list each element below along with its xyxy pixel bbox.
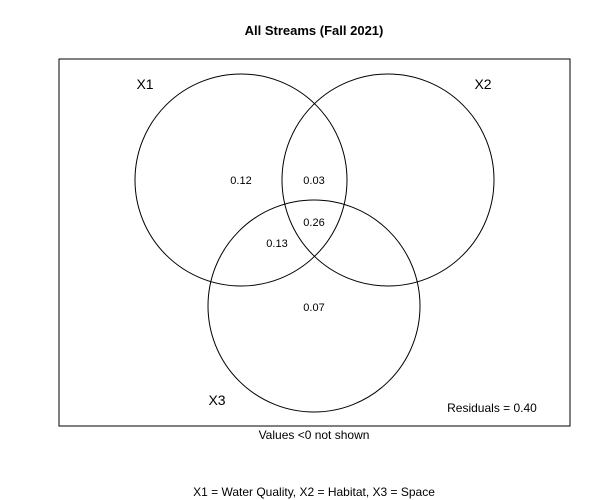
variable-legend: X1 = Water Quality, X2 = Habitat, X3 = S… xyxy=(193,485,435,499)
residuals-label: Residuals = 0.40 xyxy=(447,401,537,415)
diagram-title: All Streams (Fall 2021) xyxy=(245,23,384,38)
region-x1-x3: 0.13 xyxy=(266,238,287,250)
region-x1-only: 0.12 xyxy=(230,175,251,187)
circle-x3 xyxy=(207,199,421,413)
values-note: Values <0 not shown xyxy=(259,428,370,442)
region-x1-x2: 0.03 xyxy=(303,175,324,187)
circle-x2 xyxy=(281,73,495,287)
circle-x1 xyxy=(134,73,348,287)
region-x3-only: 0.07 xyxy=(303,302,324,314)
set-label-x2: X2 xyxy=(474,76,491,92)
region-x1-x2-x3: 0.26 xyxy=(303,217,324,229)
set-label-x1: X1 xyxy=(136,76,153,92)
plot-frame xyxy=(58,58,571,427)
set-label-x3: X3 xyxy=(208,392,225,408)
